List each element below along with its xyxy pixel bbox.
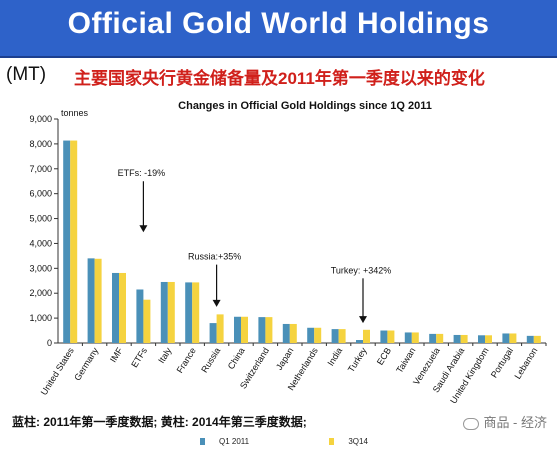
bar-united-states-3q14 bbox=[70, 140, 78, 343]
banner-title: Official Gold World Holdings bbox=[67, 7, 490, 40]
chart-title: Changes in Official Gold Holdings since … bbox=[178, 100, 432, 112]
annotation-label-1: Russia:+35% bbox=[188, 252, 241, 262]
annotation-arrow-head-1 bbox=[212, 299, 221, 307]
legend-label-3q14: 3Q14 bbox=[348, 437, 368, 446]
bar-etfs-q1-2011 bbox=[136, 289, 144, 343]
bar-imf-3q14 bbox=[119, 272, 126, 343]
bar-taiwan-q1-2011 bbox=[404, 332, 412, 343]
legend: Q1 2011 3Q14 bbox=[200, 437, 446, 446]
y-tick-label: 8,000 bbox=[29, 139, 52, 149]
annotation-label-0: ETFs: -19% bbox=[118, 168, 166, 178]
plot-area: Changes in Official Gold Holdings since … bbox=[29, 100, 547, 405]
bar-germany-q1-2011 bbox=[87, 258, 95, 343]
chinese-title: 主要国家央行黄金储备量及2011年第一季度以来的变化 bbox=[74, 69, 485, 88]
bar-taiwan-3q14 bbox=[411, 332, 419, 343]
bar-india-q1-2011 bbox=[331, 329, 339, 343]
x-tick-label-taiwan: Taiwan bbox=[394, 346, 417, 375]
bar-germany-3q14 bbox=[94, 258, 102, 343]
legend-label-q1: Q1 2011 bbox=[219, 437, 250, 446]
x-tick-label-italy: Italy bbox=[156, 345, 173, 365]
bar-netherlands-q1-2011 bbox=[307, 327, 315, 343]
x-tick-label-russia: Russia bbox=[199, 346, 222, 375]
wechat-icon bbox=[463, 417, 480, 430]
footnote: 蓝柱: 2011年第一季度数据; 黄柱: 2014年第三季度数据; bbox=[12, 415, 307, 429]
bar-italy-q1-2011 bbox=[160, 281, 168, 343]
bar-united-kingdom-3q14 bbox=[485, 335, 492, 343]
bar-united-states-q1-2011 bbox=[63, 140, 71, 343]
bar-russia-3q14 bbox=[216, 314, 224, 343]
watermark-text: 商品 - 经济 bbox=[483, 415, 547, 430]
x-tick-label-japan: Japan bbox=[274, 346, 295, 372]
unit-label: (MT) bbox=[6, 64, 47, 85]
bar-italy-3q14 bbox=[167, 281, 175, 343]
bar-lebanon-q1-2011 bbox=[526, 335, 534, 343]
bar-turkey-3q14 bbox=[363, 329, 370, 343]
y-tick-label: 2,000 bbox=[29, 288, 52, 298]
bar-chart: Changes in Official Gold Holdings since … bbox=[29, 100, 547, 405]
x-tick-label-turkey: Turkey bbox=[346, 345, 369, 374]
x-tick-label-germany: Germany bbox=[72, 345, 100, 382]
bar-russia-q1-2011 bbox=[209, 323, 217, 343]
bar-imf-q1-2011 bbox=[112, 272, 119, 343]
x-tick-label-imf: IMF bbox=[108, 345, 125, 364]
bar-venezuela-3q14 bbox=[436, 333, 444, 343]
x-tick-label-france: France bbox=[175, 346, 198, 375]
bar-france-q1-2011 bbox=[185, 282, 193, 343]
y-tick-label: 5,000 bbox=[29, 214, 52, 224]
y-tick-label: 4,000 bbox=[29, 238, 52, 248]
x-tick-label-etfs: ETFs bbox=[129, 345, 149, 369]
y-tick-label: 6,000 bbox=[29, 189, 52, 199]
bar-united-kingdom-q1-2011 bbox=[478, 335, 485, 343]
bar-saudi-arabia-q1-2011 bbox=[453, 334, 461, 343]
bar-turkey-q1-2011 bbox=[356, 340, 363, 343]
bar-lebanon-3q14 bbox=[533, 335, 541, 343]
bar-japan-3q14 bbox=[289, 323, 297, 343]
bar-portugal-3q14 bbox=[509, 333, 517, 343]
annotation-arrow-head-0 bbox=[139, 225, 148, 233]
bar-japan-q1-2011 bbox=[282, 323, 290, 343]
annotation-arrow-head-2 bbox=[359, 316, 367, 324]
annotation-label-2: Turkey: +342% bbox=[331, 265, 391, 275]
banner: Official Gold World Holdings bbox=[0, 0, 557, 58]
legend-item-3q14: 3Q14 bbox=[329, 437, 368, 446]
bar-france-3q14 bbox=[192, 282, 200, 343]
watermark: 商品 - 经济 bbox=[463, 412, 547, 431]
y-tick-label: 9,000 bbox=[29, 114, 52, 124]
x-tick-label-lebanon: Lebanon bbox=[512, 346, 539, 381]
y-axis-unit: tonnes bbox=[61, 108, 89, 118]
bar-etfs-3q14 bbox=[143, 299, 151, 343]
legend-item-q1: Q1 2011 bbox=[200, 437, 249, 446]
legend-swatch-3q14 bbox=[329, 438, 335, 446]
legend-swatch-q1 bbox=[200, 438, 205, 446]
bar-portugal-q1-2011 bbox=[502, 333, 510, 343]
y-tick-label: 1,000 bbox=[29, 313, 52, 323]
bar-ecb-3q14 bbox=[387, 330, 395, 343]
bar-china-3q14 bbox=[241, 316, 248, 343]
y-tick-label: 7,000 bbox=[29, 164, 52, 174]
bar-switzerland-q1-2011 bbox=[258, 317, 266, 343]
bar-china-q1-2011 bbox=[234, 316, 241, 343]
bar-venezuela-q1-2011 bbox=[429, 333, 437, 343]
x-tick-label-ecb: ECB bbox=[375, 346, 393, 367]
x-tick-label-united-states: United States bbox=[39, 345, 76, 397]
bar-ecb-q1-2011 bbox=[380, 330, 388, 343]
bar-saudi-arabia-3q14 bbox=[460, 334, 468, 343]
y-tick-label: 0 bbox=[47, 338, 52, 348]
x-tick-label-china: China bbox=[226, 346, 247, 371]
x-tick-label-portugal: Portugal bbox=[489, 346, 515, 380]
bar-netherlands-3q14 bbox=[314, 327, 322, 343]
x-tick-label-india: India bbox=[325, 346, 344, 368]
bar-india-3q14 bbox=[338, 329, 346, 343]
bar-switzerland-3q14 bbox=[265, 317, 273, 343]
y-tick-label: 3,000 bbox=[29, 263, 52, 273]
